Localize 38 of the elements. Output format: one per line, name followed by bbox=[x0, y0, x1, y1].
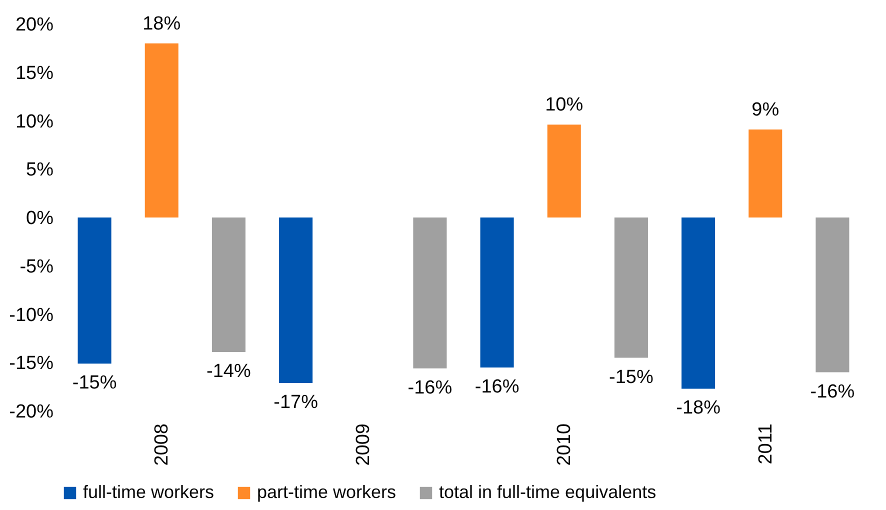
legend-label: full-time workers bbox=[83, 482, 214, 502]
bar bbox=[480, 218, 514, 368]
bar bbox=[78, 218, 112, 364]
data-label: -16% bbox=[810, 381, 855, 402]
data-label: 18% bbox=[142, 13, 181, 34]
bar bbox=[748, 129, 782, 218]
y-tick-label: 15% bbox=[15, 62, 54, 84]
data-label: 9% bbox=[752, 99, 780, 120]
x-tick-label: 2010 bbox=[554, 424, 576, 466]
y-tick-label: -10% bbox=[9, 304, 54, 326]
bar bbox=[279, 218, 313, 383]
data-label: -17% bbox=[274, 392, 318, 413]
y-tick-label: 0% bbox=[26, 208, 54, 229]
bar bbox=[614, 218, 648, 358]
y-tick-label: -15% bbox=[9, 353, 54, 374]
bar bbox=[212, 218, 246, 352]
y-tick-label: 10% bbox=[15, 111, 54, 132]
data-label: -16% bbox=[408, 377, 452, 398]
x-tick-label: 2009 bbox=[352, 424, 374, 466]
bar bbox=[413, 218, 447, 368]
data-label: -15% bbox=[72, 372, 117, 394]
bar bbox=[547, 124, 581, 218]
legend-label: part-time workers bbox=[257, 482, 396, 502]
bar bbox=[816, 218, 850, 372]
y-tick-label: 5% bbox=[26, 160, 54, 181]
y-tick-label: -20% bbox=[9, 402, 54, 422]
data-label: 10% bbox=[545, 94, 584, 116]
bar bbox=[682, 218, 716, 389]
y-tick-label: -5% bbox=[20, 256, 54, 278]
x-tick-label: 2008 bbox=[152, 424, 173, 466]
data-label: -14% bbox=[206, 360, 251, 382]
data-label: -18% bbox=[676, 398, 721, 419]
data-label: -16% bbox=[474, 376, 520, 398]
bar bbox=[144, 43, 178, 218]
data-label: -15% bbox=[609, 366, 654, 388]
y-tick-label: 20% bbox=[15, 14, 54, 36]
legend-label: total in full-time equivalents bbox=[439, 482, 656, 502]
x-tick-label: 2011 bbox=[755, 424, 776, 464]
